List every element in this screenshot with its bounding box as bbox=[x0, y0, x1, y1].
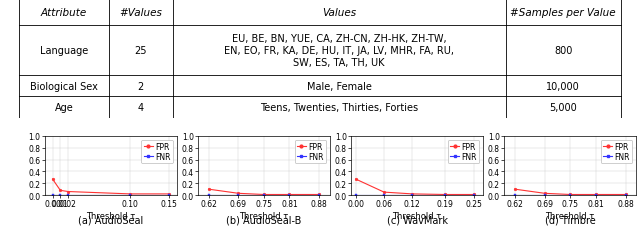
Legend: FPR, FNR: FPR, FNR bbox=[601, 140, 632, 164]
Text: Attribute: Attribute bbox=[41, 8, 87, 18]
Text: (d) Timbre: (d) Timbre bbox=[545, 215, 596, 225]
Text: Language: Language bbox=[40, 46, 88, 56]
Text: (a) AudioSeal: (a) AudioSeal bbox=[78, 215, 143, 225]
Text: 2: 2 bbox=[138, 81, 144, 91]
Text: (c) WavMark: (c) WavMark bbox=[387, 215, 447, 225]
Text: Values: Values bbox=[322, 8, 356, 18]
Text: #Values: #Values bbox=[120, 8, 162, 18]
X-axis label: Threshold τ: Threshold τ bbox=[392, 211, 442, 220]
Text: #Samples per Value: #Samples per Value bbox=[510, 8, 616, 18]
Text: 5,000: 5,000 bbox=[549, 102, 577, 112]
Text: Male, Female: Male, Female bbox=[307, 81, 372, 91]
Legend: FPR, FNR: FPR, FNR bbox=[141, 140, 173, 164]
Legend: FPR, FNR: FPR, FNR bbox=[294, 140, 326, 164]
Text: Teens, Twenties, Thirties, Forties: Teens, Twenties, Thirties, Forties bbox=[260, 102, 419, 112]
Text: Biological Sex: Biological Sex bbox=[30, 81, 98, 91]
X-axis label: Threshold τ: Threshold τ bbox=[239, 211, 289, 220]
Text: EU, BE, BN, YUE, CA, ZH-CN, ZH-HK, ZH-TW,
EN, EO, FR, KA, DE, HU, IT, JA, LV, MH: EU, BE, BN, YUE, CA, ZH-CN, ZH-HK, ZH-TW… bbox=[224, 34, 454, 67]
Legend: FPR, FNR: FPR, FNR bbox=[447, 140, 479, 164]
Text: 4: 4 bbox=[138, 102, 144, 112]
Text: 10,000: 10,000 bbox=[547, 81, 580, 91]
Text: 800: 800 bbox=[554, 46, 572, 56]
Text: (b) AudioSeal-B: (b) AudioSeal-B bbox=[226, 215, 301, 225]
X-axis label: Threshold τ: Threshold τ bbox=[86, 211, 136, 220]
Text: Age: Age bbox=[54, 102, 74, 112]
Text: 25: 25 bbox=[134, 46, 147, 56]
X-axis label: Threshold τ: Threshold τ bbox=[545, 211, 595, 220]
